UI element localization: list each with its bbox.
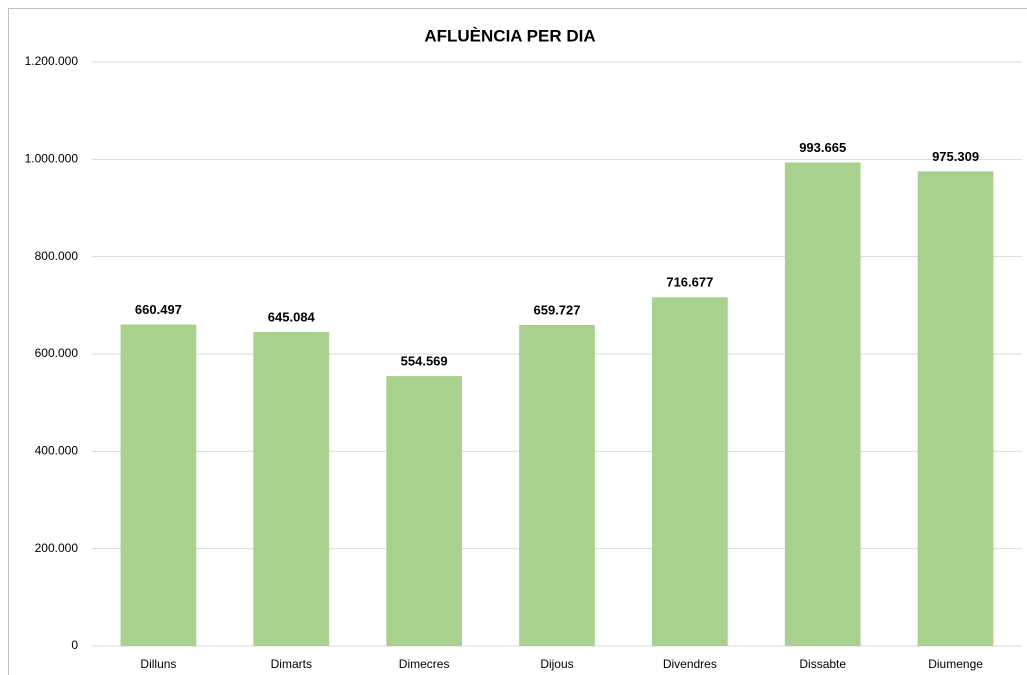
- bar: [519, 324, 595, 646]
- y-tick-label: 400.000: [35, 444, 79, 458]
- x-tick-label: Dissabte: [799, 657, 846, 671]
- x-tick-label: Dimarts: [271, 657, 312, 671]
- chart-frame: [8, 8, 1027, 675]
- bar: [120, 324, 197, 646]
- x-tick-label: Diumenge: [928, 657, 983, 671]
- y-tick-label: 1.000.000: [25, 152, 79, 166]
- data-label: 660.497: [135, 302, 182, 317]
- data-label: 659.727: [534, 302, 581, 317]
- y-tick-label: 200.000: [35, 541, 79, 555]
- y-tick-label: 600.000: [35, 346, 79, 360]
- x-tick-label: Dilluns: [140, 657, 176, 671]
- x-tick-label: Dijous: [540, 657, 573, 671]
- bar: [784, 162, 861, 646]
- data-label: 993.665: [799, 140, 846, 155]
- bar: [386, 376, 463, 646]
- y-tick-label: 1.200.000: [25, 54, 79, 68]
- bar: [651, 297, 728, 646]
- x-tick-label: Divendres: [663, 657, 717, 671]
- chart-title: AFLUÈNCIA PER DIA: [424, 26, 595, 45]
- data-label: 554.569: [401, 354, 448, 369]
- y-tick-label: 0: [71, 638, 78, 652]
- y-tick-label: 800.000: [35, 249, 79, 263]
- data-label: 716.677: [666, 275, 713, 290]
- data-label: 645.084: [268, 309, 316, 324]
- bar: [253, 332, 330, 646]
- bar: [917, 171, 994, 647]
- x-tick-label: Dimecres: [399, 657, 450, 671]
- data-label: 975.309: [932, 149, 979, 164]
